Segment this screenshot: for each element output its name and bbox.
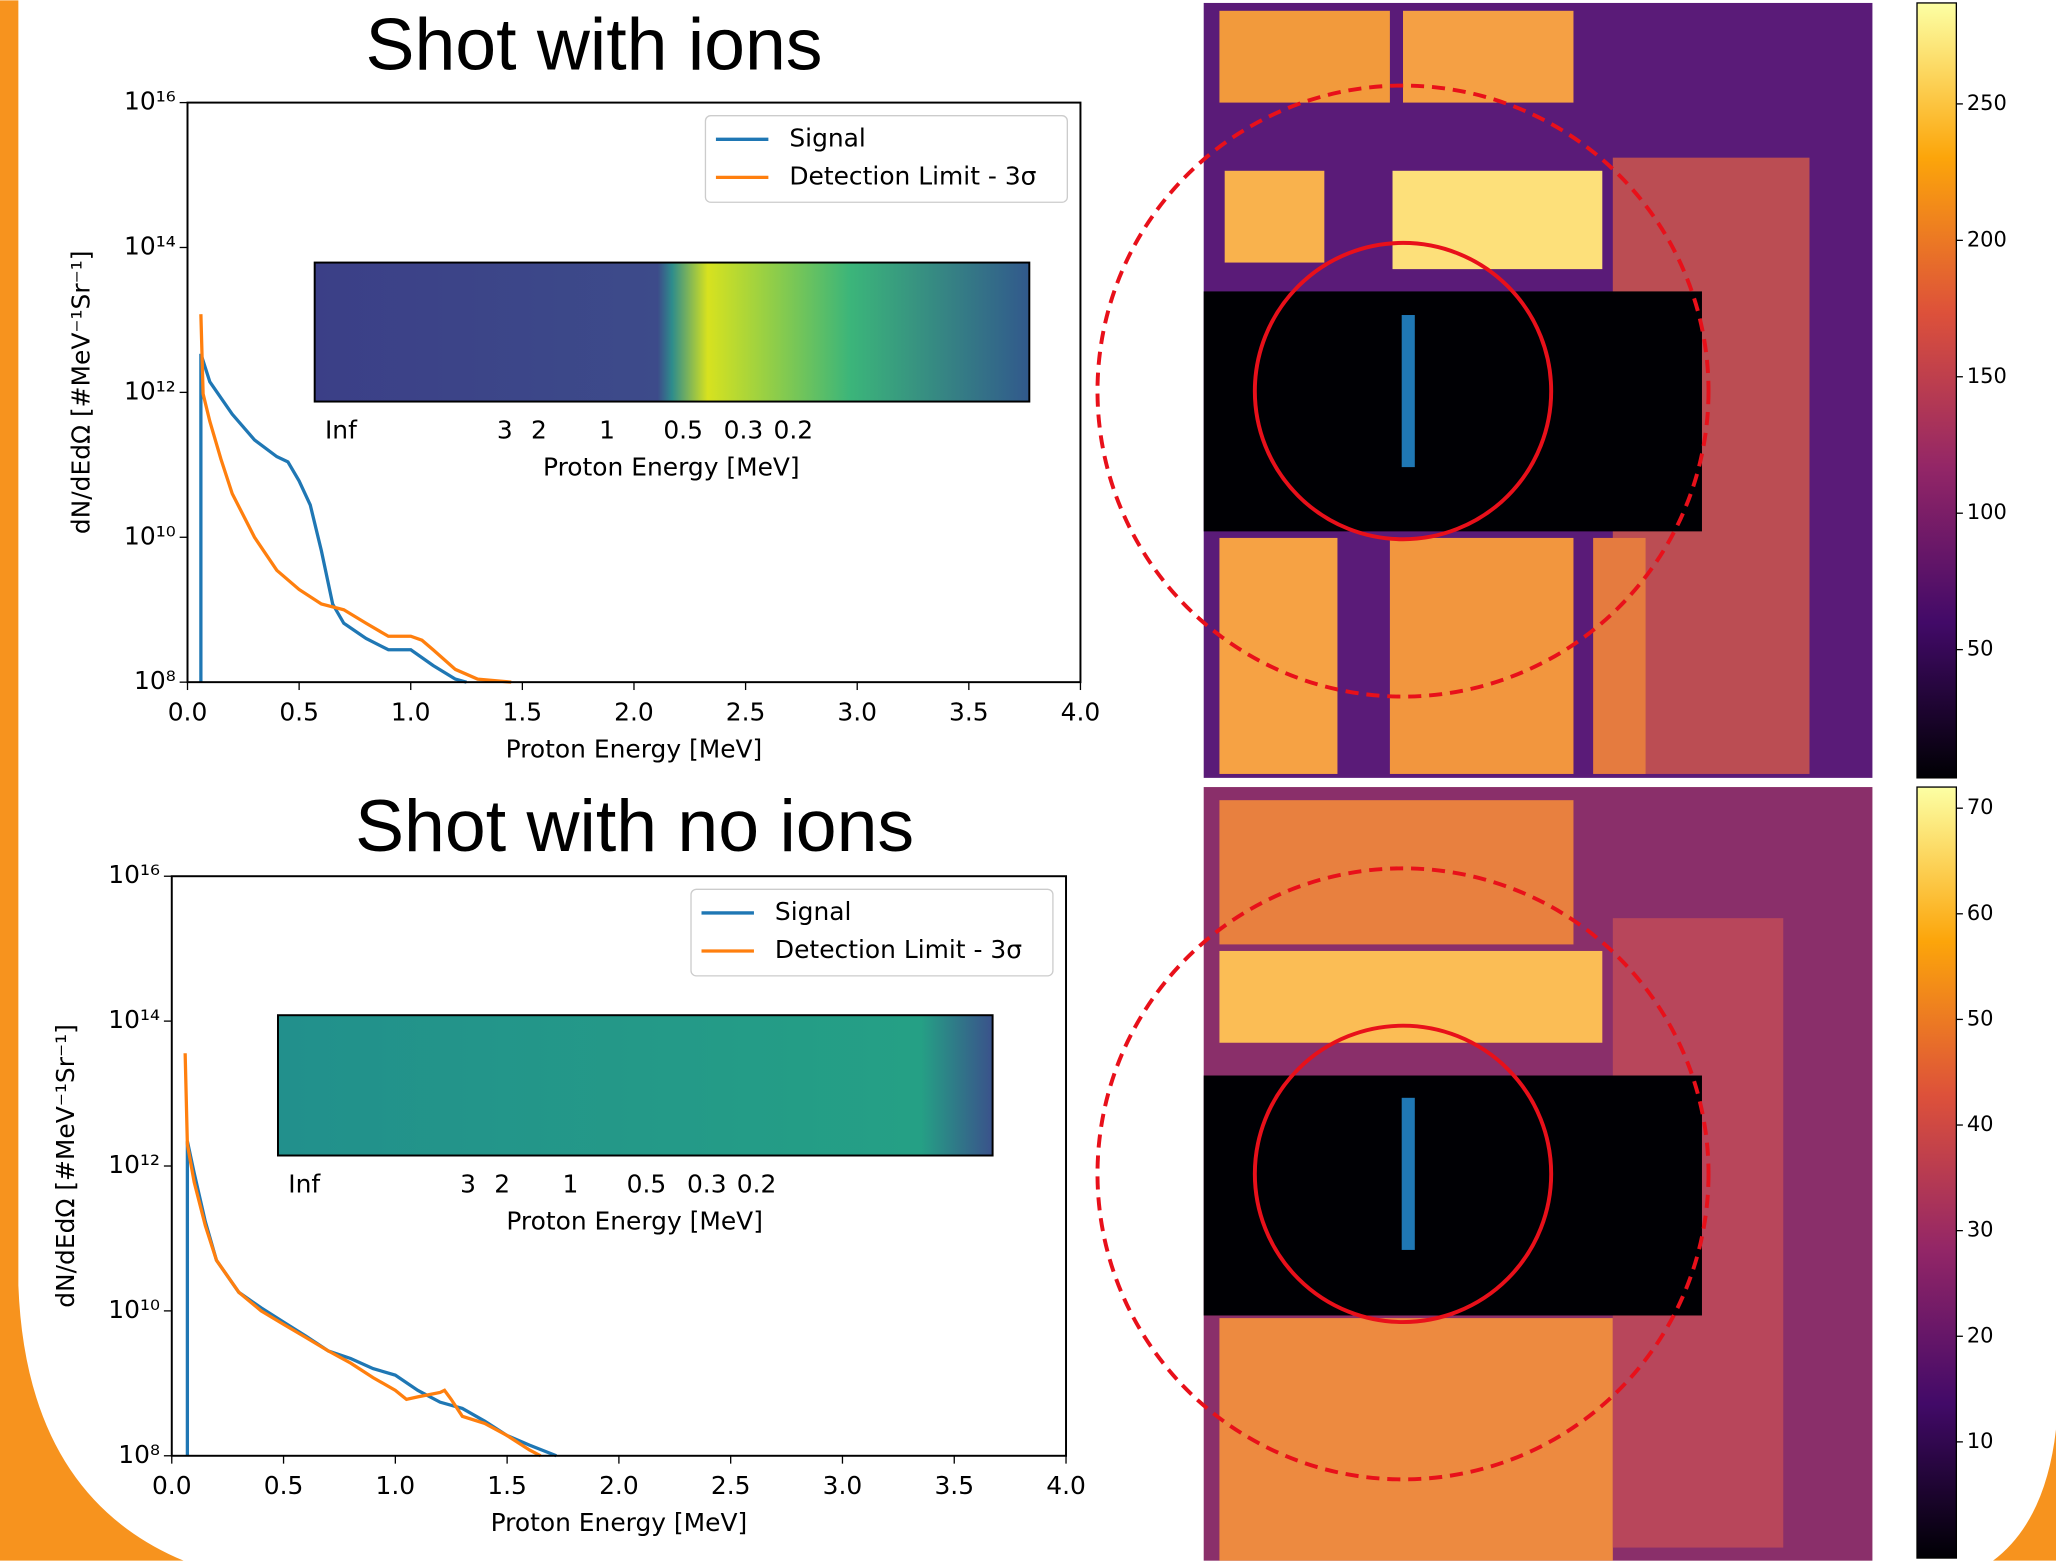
x-tick-label: 4.0 xyxy=(1046,1471,1086,1500)
legend-label: Signal xyxy=(775,897,852,926)
legend-box xyxy=(690,888,1054,977)
x-axis-label: Proton Energy [MeV] xyxy=(491,1508,748,1537)
inset-axis-label: Proton Energy [MeV] xyxy=(543,452,800,481)
plot-frame xyxy=(170,875,1068,1457)
x-tick-label: 3.5 xyxy=(934,1471,974,1500)
y-axis-label: dN/dEdΩ [#MeV⁻¹Sr⁻¹] xyxy=(67,251,96,535)
x-tick-label: 1.0 xyxy=(391,698,431,727)
inset-image xyxy=(313,261,1031,403)
series-line xyxy=(199,353,467,684)
inset-tick-label: 1 xyxy=(562,1170,578,1199)
inset-image xyxy=(276,1014,994,1157)
y-tick-label: 10¹⁶ xyxy=(108,860,160,889)
x-tick-label: 1.5 xyxy=(487,1471,527,1500)
chart-title: Shot with no ions xyxy=(355,785,914,867)
y-tick-label: 10 xyxy=(1967,1429,1994,1453)
y-tick-label: 10¹⁴ xyxy=(108,1005,160,1034)
legend-box xyxy=(704,115,1068,203)
legend-label: Signal xyxy=(789,123,866,152)
x-tick-label: 3.5 xyxy=(949,698,989,727)
inset-tick-label: 1 xyxy=(599,416,615,445)
x-axis-label: Proton Energy [MeV] xyxy=(506,734,763,763)
y-tick-label: 60 xyxy=(1967,901,1994,925)
y-tick-label: 10¹⁶ xyxy=(124,87,176,116)
y-tick-label: 10¹² xyxy=(108,1150,160,1179)
plot-frame xyxy=(186,101,1082,684)
x-tick-label: 0.5 xyxy=(279,698,319,727)
image-top xyxy=(1095,2,1873,778)
inset-tick-label: 0.3 xyxy=(724,416,764,445)
x-tick-label: 0.0 xyxy=(168,698,208,727)
inset-tick-label: 0.2 xyxy=(737,1170,777,1199)
inset-tick-label: 2 xyxy=(494,1170,510,1199)
x-tick-label: 4.0 xyxy=(1061,698,1101,727)
inset-tick-label: Inf xyxy=(325,416,358,445)
y-tick-label: 30 xyxy=(1967,1218,1994,1242)
x-tick-label: 0.5 xyxy=(264,1471,304,1500)
x-tick-label: 2.5 xyxy=(711,1471,751,1500)
y-tick-label: 10⁸ xyxy=(118,1440,160,1469)
inset-tick-label: 0.2 xyxy=(773,416,813,445)
y-tick-label: 70 xyxy=(1967,795,1994,819)
y-tick-label: 20 xyxy=(1967,1323,1994,1347)
colorbar xyxy=(1916,786,1958,1559)
colorbar xyxy=(1916,2,1958,779)
decor xyxy=(0,0,184,1561)
y-tick-label: 50 xyxy=(1967,1006,1994,1030)
y-axis-label: dN/dEdΩ [#MeV⁻¹Sr⁻¹] xyxy=(51,1024,80,1308)
y-tick-label: 100 xyxy=(1967,500,2007,524)
x-tick-label: 0.0 xyxy=(152,1471,192,1500)
inset-tick-label: Inf xyxy=(288,1170,321,1199)
x-tick-label: 1.5 xyxy=(503,698,543,727)
chart-title: Shot with ions xyxy=(365,4,822,86)
y-tick-label: 150 xyxy=(1967,364,2007,388)
x-tick-label: 2.5 xyxy=(726,698,766,727)
x-tick-label: 2.0 xyxy=(614,698,654,727)
inset-tick-label: 0.5 xyxy=(627,1170,667,1199)
inset-tick-label: 0.5 xyxy=(663,416,703,445)
y-tick-label: 50 xyxy=(1967,637,1994,661)
legend-label: Detection Limit - 3σ xyxy=(789,161,1036,190)
y-tick-label: 10¹⁴ xyxy=(124,231,176,260)
x-tick-label: 3.0 xyxy=(837,698,877,727)
inset-tick-label: 3 xyxy=(460,1170,476,1199)
decor xyxy=(1993,1429,2056,1561)
inset-axis-label: Proton Energy [MeV] xyxy=(506,1206,763,1235)
inset-tick-label: 0.3 xyxy=(687,1170,727,1199)
x-tick-label: 1.0 xyxy=(376,1471,416,1500)
y-tick-label: 10¹² xyxy=(124,376,176,405)
series-line xyxy=(183,1053,542,1458)
y-tick-label: 10¹⁰ xyxy=(108,1295,160,1324)
y-tick-label: 10¹⁰ xyxy=(124,521,176,550)
y-tick-label: 40 xyxy=(1967,1112,1994,1136)
y-tick-label: 250 xyxy=(1967,91,2007,115)
image-bottom xyxy=(1095,787,1873,1561)
y-tick-label: 10⁸ xyxy=(134,666,176,695)
x-tick-label: 3.0 xyxy=(823,1471,863,1500)
series-line xyxy=(199,314,512,684)
inset-tick-label: 3 xyxy=(497,416,513,445)
x-tick-label: 2.0 xyxy=(599,1471,639,1500)
legend-label: Detection Limit - 3σ xyxy=(775,935,1022,964)
inset-tick-label: 2 xyxy=(531,416,547,445)
y-tick-label: 200 xyxy=(1967,227,2007,251)
